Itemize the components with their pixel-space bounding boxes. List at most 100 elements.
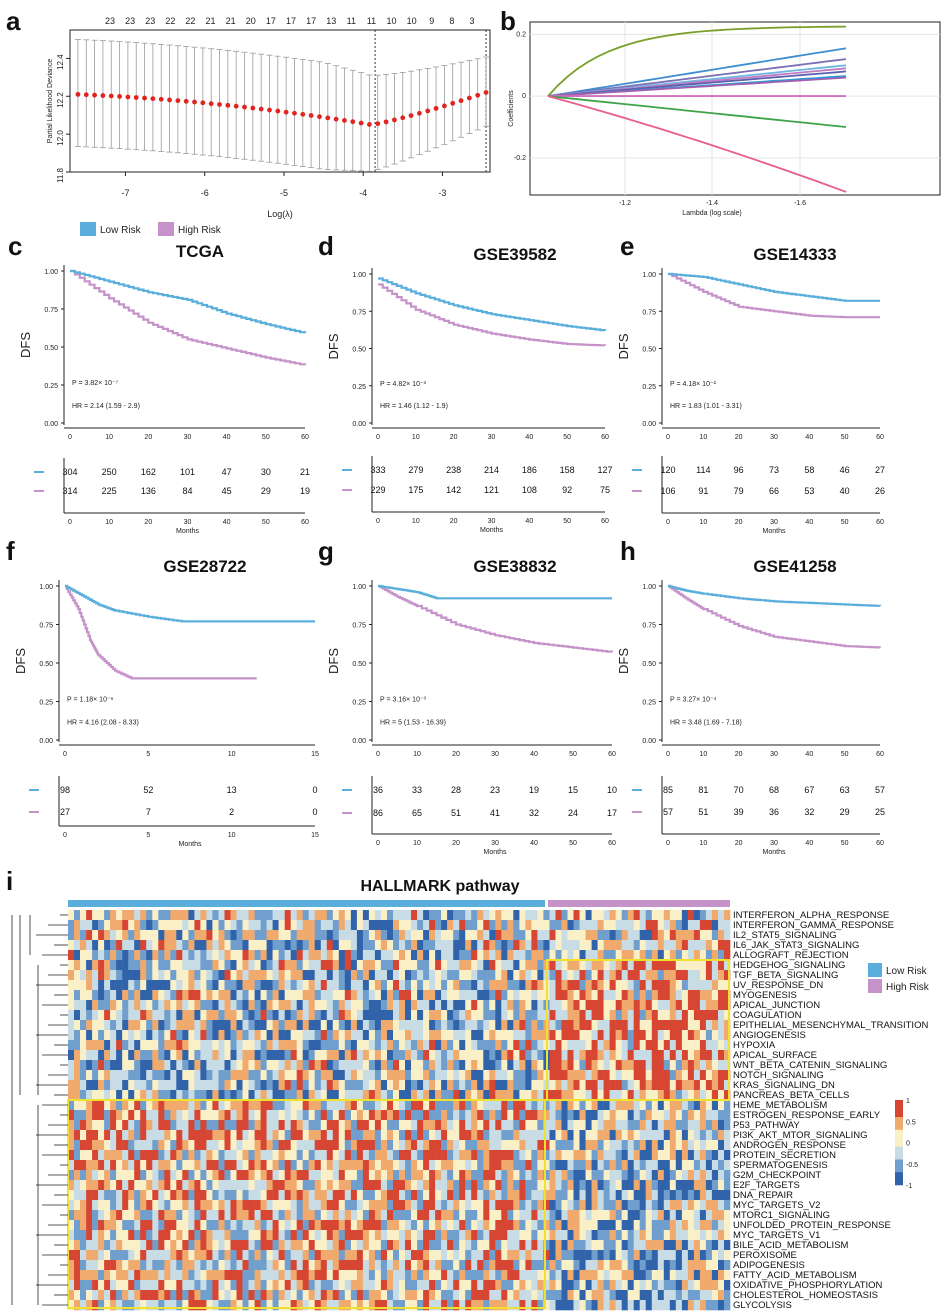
heatmap-cell: [308, 1060, 315, 1071]
heatmap-cell: [621, 1280, 628, 1291]
heatmap-cell: [134, 970, 141, 981]
heatmap-cell: [236, 1240, 243, 1251]
heatmap-cell: [194, 1020, 201, 1031]
heatmap-cell: [350, 1130, 358, 1141]
heatmap-cell: [260, 1280, 267, 1291]
heatmap-cell: [296, 1170, 303, 1181]
heatmap-cell: [453, 1000, 460, 1011]
heatmap-cell: [164, 930, 171, 941]
heatmap-cell: [513, 1220, 520, 1231]
heatmap-cell: [663, 1000, 671, 1011]
heatmap-cell: [633, 1130, 640, 1141]
heatmap-cell: [74, 1210, 81, 1221]
heatmap-cell: [693, 1200, 701, 1211]
heatmap-cell: [212, 1090, 219, 1101]
heatmap-cell: [206, 1250, 213, 1261]
heatmap-cell: [447, 1260, 454, 1271]
heatmap-cell: [104, 1070, 111, 1081]
heatmap-cell: [627, 910, 634, 921]
heatmap-cell: [615, 1160, 622, 1171]
heatmap-cell: [471, 1270, 478, 1281]
heatmap-cell: [639, 1070, 646, 1081]
heatmap-cell: [705, 1280, 713, 1291]
heatmap-cell: [687, 1220, 695, 1231]
heatmap-cell: [507, 910, 514, 921]
heatmap-cell: [609, 1010, 616, 1021]
pathway-label: PROTEIN_SECRETION: [733, 1150, 836, 1161]
heatmap-cell: [128, 1090, 135, 1101]
heatmap-cell: [92, 1040, 99, 1051]
heatmap-cell: [447, 990, 454, 1001]
heatmap-cell: [356, 1210, 364, 1221]
heatmap-cell: [278, 1000, 285, 1011]
heatmap-cell: [212, 1110, 219, 1121]
heatmap-cell: [152, 1270, 159, 1281]
heatmap-cell: [296, 1300, 303, 1311]
heatmap-cell: [681, 1080, 689, 1091]
heatmap-cell: [140, 1070, 147, 1081]
heatmap-cell: [236, 1160, 243, 1171]
heatmap-cell: [356, 1040, 364, 1051]
heatmap-cell: [495, 1160, 502, 1171]
heatmap-cell: [633, 1060, 640, 1071]
heatmap-cell: [116, 1210, 123, 1221]
y-tick-label: 12.4: [56, 54, 65, 70]
heatmap-cell: [549, 1250, 556, 1261]
heatmap-cell: [308, 1290, 315, 1301]
top-count-label: 9: [429, 16, 434, 26]
heatmap-cell: [525, 1130, 532, 1141]
heatmap-cell: [699, 910, 707, 921]
heatmap-cell: [669, 1140, 677, 1151]
heatmap-cell: [633, 1260, 640, 1271]
heatmap-cell: [459, 920, 466, 931]
heatmap-cell: [248, 1200, 255, 1211]
heatmap-cell: [699, 990, 707, 1001]
heatmap-cell: [260, 1240, 267, 1251]
heatmap-cell: [182, 1210, 189, 1221]
heatmap-cell: [146, 1000, 153, 1011]
km-title: GSE39582: [473, 245, 556, 264]
heatmap-cell: [236, 1010, 243, 1021]
heatmap-cell: [380, 1120, 388, 1131]
heatmap-cell: [272, 1190, 279, 1201]
heatmap-cell: [441, 1000, 448, 1011]
x-tick-label: -7: [121, 188, 129, 198]
heatmap-cell: [122, 1080, 129, 1091]
heatmap-cell: [429, 1300, 436, 1311]
risk-x-tick-label: 30: [491, 840, 499, 847]
top-count-label: 20: [246, 16, 256, 26]
heatmap-cell: [621, 1190, 628, 1201]
heatmap-cell: [230, 1070, 237, 1081]
heatmap-cell: [555, 990, 562, 1001]
heatmap-cell: [435, 960, 442, 971]
x-tick-label: -1.4: [706, 200, 718, 207]
heatmap-cell: [724, 1040, 731, 1051]
heatmap-cell: [176, 970, 183, 981]
heatmap-cell: [272, 1230, 279, 1241]
heatmap-cell: [80, 980, 87, 991]
heatmap-cell: [218, 1180, 225, 1191]
heatmap-cell: [314, 970, 321, 981]
heatmap-cell: [393, 1190, 400, 1201]
heatmap-cell: [657, 990, 665, 1001]
x-tick-label: 30: [770, 751, 778, 758]
heatmap-cell: [182, 1190, 189, 1201]
heatmap-cell: [338, 1120, 346, 1131]
heatmap-cell: [350, 990, 358, 1001]
heatmap-cell: [134, 1150, 141, 1161]
heatmap-cell: [537, 1030, 544, 1041]
heatmap-cell: [585, 950, 592, 961]
y-tick-label: 1.00: [352, 272, 366, 279]
heatmap-cell: [567, 1250, 574, 1261]
heatmap-cell: [236, 1220, 243, 1231]
heatmap-cell: [236, 950, 243, 961]
heatmap-cell: [435, 1270, 442, 1281]
x-tick-label: 0: [376, 434, 380, 441]
heatmap-cell: [158, 1010, 165, 1021]
heatmap-cell: [495, 1210, 502, 1221]
heatmap-cell: [104, 1170, 111, 1181]
cv-point: [433, 106, 439, 111]
heatmap-cell: [230, 1290, 237, 1301]
